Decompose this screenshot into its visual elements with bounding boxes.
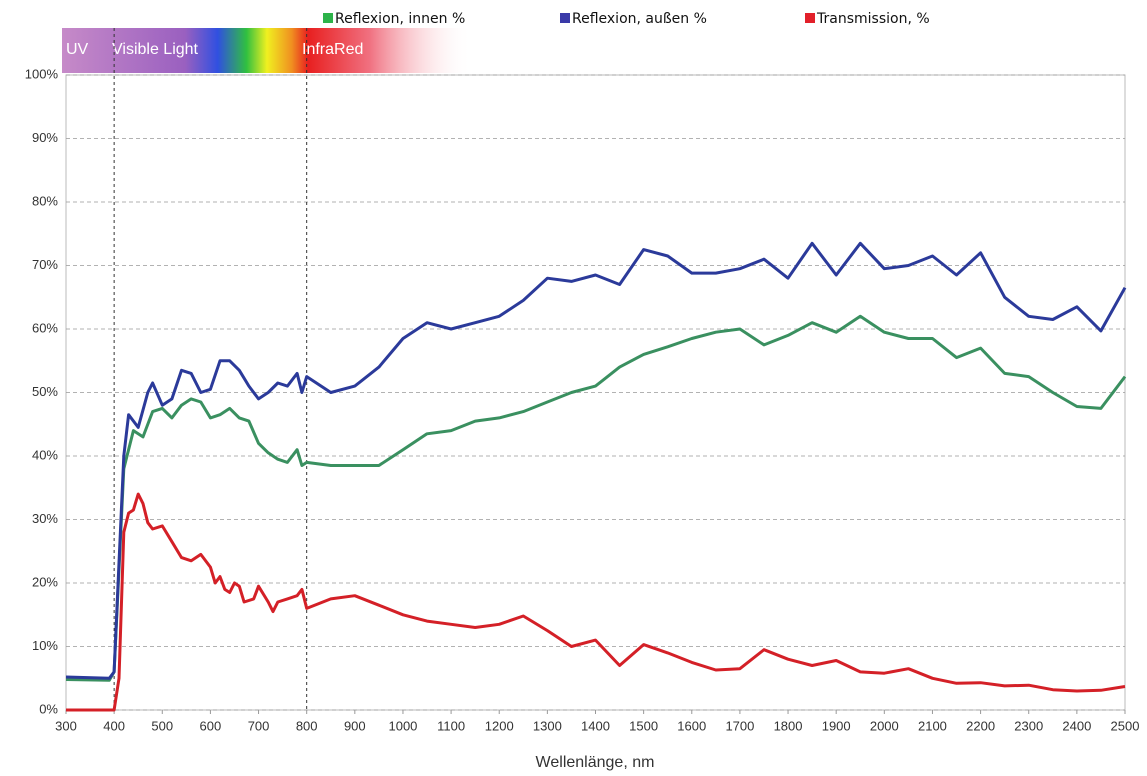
y-tick-label: 70% <box>32 257 58 272</box>
x-tick-label: 1900 <box>822 718 851 733</box>
y-tick-label: 100% <box>25 66 59 81</box>
x-tick-label: 700 <box>248 718 270 733</box>
legend-label: Transmission, % <box>816 11 930 27</box>
x-tick-label: 300 <box>55 718 77 733</box>
y-tick-label: 50% <box>32 384 58 399</box>
x-tick-label: 400 <box>103 718 125 733</box>
legend-swatch <box>805 13 815 23</box>
x-tick-label: 1500 <box>629 718 658 733</box>
series-line <box>65 241 1127 680</box>
y-tick-label: 0% <box>39 701 58 716</box>
y-tick-label: 20% <box>32 574 58 589</box>
x-tick-label: 1700 <box>725 718 754 733</box>
y-tick-label: 40% <box>32 447 58 462</box>
x-tick-label: 2500 <box>1111 718 1140 733</box>
legend-label: Reflexion, außen % <box>572 11 707 27</box>
x-tick-label: 600 <box>200 718 222 733</box>
plot-frame <box>65 74 1126 711</box>
x-tick-label: 2300 <box>1014 718 1043 733</box>
x-tick-label: 2200 <box>966 718 995 733</box>
x-tick-label: 2000 <box>870 718 899 733</box>
x-tick-label: 1100 <box>437 718 465 733</box>
y-tick-label: 10% <box>32 638 58 653</box>
series-line <box>65 314 1127 682</box>
x-tick-label: 500 <box>151 718 173 733</box>
y-tick-label: 30% <box>32 511 58 526</box>
spectrum-label: Visible Light <box>112 41 199 58</box>
x-tick-label: 2400 <box>1062 718 1091 733</box>
y-tick-label: 90% <box>32 130 58 145</box>
y-tick-label: 80% <box>32 193 58 208</box>
x-tick-label: 1800 <box>774 718 803 733</box>
spectrum-band <box>62 28 472 73</box>
legend-swatch <box>323 13 333 23</box>
x-tick-label: 1300 <box>533 718 562 733</box>
spectrum-label: InfraRed <box>302 41 363 58</box>
y-tick-label: 60% <box>32 320 58 335</box>
legend-swatch <box>560 13 570 23</box>
x-tick-label: 1400 <box>581 718 610 733</box>
x-tick-label: 800 <box>296 718 318 733</box>
x-tick-label: 1600 <box>677 718 706 733</box>
x-tick-label: 900 <box>344 718 366 733</box>
x-tick-label: 1200 <box>485 718 514 733</box>
x-tick-label: 2100 <box>918 718 947 733</box>
x-axis-label: Wellenlänge, nm <box>536 754 655 771</box>
spectrum-label: UV <box>66 41 89 58</box>
x-tick-label: 1000 <box>388 718 417 733</box>
series-line <box>66 492 1126 712</box>
legend-label: Reflexion, innen % <box>335 11 465 27</box>
